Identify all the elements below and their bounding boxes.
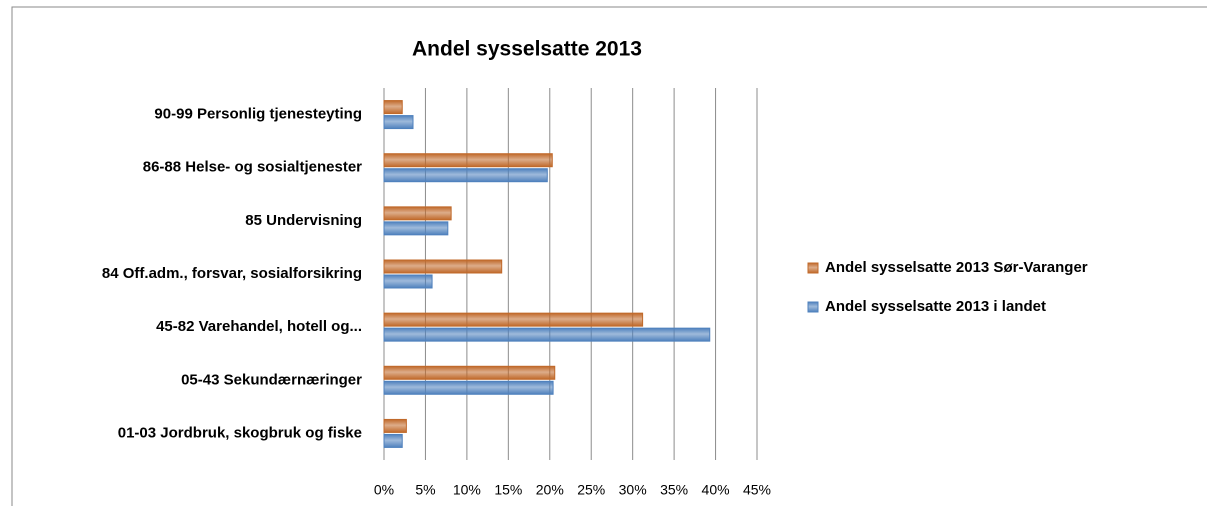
- x-tick-label: 15%: [494, 482, 522, 498]
- legend-swatch: [807, 262, 819, 274]
- bar: [383, 312, 644, 327]
- bar: [383, 380, 554, 395]
- bar: [383, 206, 452, 221]
- x-tick-label: 5%: [415, 482, 435, 498]
- category-label: 05-43 Sekundærnæringer: [181, 371, 362, 388]
- bar: [383, 100, 403, 115]
- category-label: 90-99 Personlig tjenesteyting: [154, 106, 362, 123]
- x-tick-label: 0%: [374, 482, 394, 498]
- bar: [383, 221, 449, 236]
- legend-swatch: [807, 301, 819, 313]
- category-label: 45-82 Varehandel, hotell og...: [156, 318, 362, 335]
- category-label: 86-88 Helse- og sosialtjenester: [143, 159, 362, 176]
- legend-label: Andel sysselsatte 2013 i landet: [825, 298, 1046, 315]
- legend-label: Andel sysselsatte 2013 Sør-Varanger: [825, 259, 1088, 276]
- category-label: 84 Off.adm., forsvar, sosialforsikring: [102, 265, 362, 282]
- bar: [383, 115, 414, 130]
- x-tick-label: 35%: [660, 482, 688, 498]
- bar: [383, 168, 548, 183]
- category-label: 85 Undervisning: [245, 212, 362, 229]
- x-tick-label: 45%: [743, 482, 771, 498]
- x-tick-label: 25%: [577, 482, 605, 498]
- bar: [383, 433, 403, 448]
- bar: [383, 274, 433, 289]
- bar: [383, 418, 407, 433]
- chart-border: [11, 6, 1207, 506]
- category-label: 01-03 Jordbruk, skogbruk og fiske: [118, 424, 362, 441]
- x-tick-label: 10%: [453, 482, 481, 498]
- x-tick-label: 40%: [702, 482, 730, 498]
- bar: [383, 365, 556, 380]
- bar: [383, 259, 503, 274]
- chart-title: Andel sysselsatte 2013: [412, 38, 642, 61]
- bar: [383, 153, 553, 168]
- bar: [383, 327, 711, 342]
- x-tick-label: 20%: [536, 482, 564, 498]
- x-tick-label: 30%: [619, 482, 647, 498]
